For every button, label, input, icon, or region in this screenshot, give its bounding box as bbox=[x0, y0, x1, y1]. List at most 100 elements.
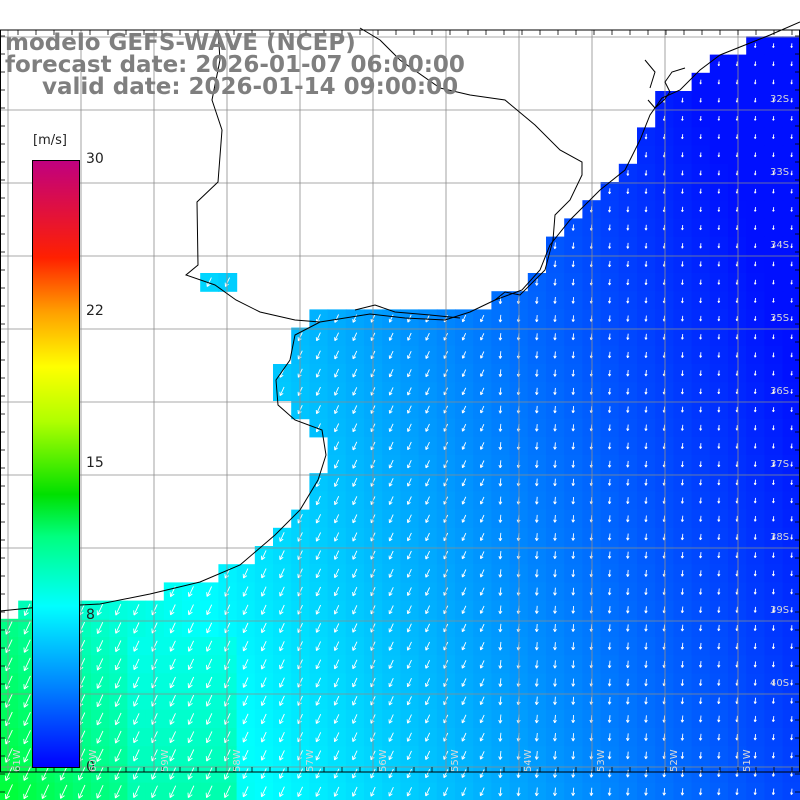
wind-arrow bbox=[534, 442, 539, 450]
wind-arrow bbox=[681, 115, 684, 121]
lat-label: 36S bbox=[770, 386, 790, 397]
wind-arrow bbox=[23, 712, 31, 726]
wind-arrow bbox=[96, 658, 104, 671]
wind-arrow bbox=[406, 714, 412, 724]
wind-arrow bbox=[680, 715, 685, 723]
wind-arrow bbox=[625, 733, 630, 742]
wind-arrow bbox=[498, 333, 503, 341]
wind-arrow bbox=[461, 569, 467, 578]
wind-arrow bbox=[461, 751, 467, 760]
valid-date: valid date: 2026-01-14 09:00:00 bbox=[42, 74, 459, 100]
wind-arrow bbox=[425, 496, 430, 505]
wind-arrow bbox=[626, 260, 630, 268]
wind-arrow bbox=[717, 497, 721, 504]
wind-arrow bbox=[406, 750, 412, 761]
wind-arrow bbox=[698, 715, 703, 723]
wind-arrow bbox=[425, 696, 431, 706]
wind-arrow bbox=[133, 713, 140, 725]
wind-arrow bbox=[279, 695, 285, 706]
wind-arrow bbox=[279, 568, 285, 579]
wind-arrow bbox=[753, 316, 757, 322]
wind-arrow bbox=[753, 679, 757, 686]
wind-arrow bbox=[279, 623, 285, 633]
wind-arrow bbox=[698, 624, 703, 632]
wind-arrow bbox=[479, 551, 485, 560]
wind-arrow bbox=[644, 388, 648, 395]
wind-arrow bbox=[535, 387, 539, 396]
wind-arrow bbox=[699, 206, 702, 212]
wind-arrow bbox=[352, 641, 358, 651]
wind-arrow bbox=[753, 752, 757, 759]
wind-arrow bbox=[571, 260, 575, 268]
colorbar-gradient bbox=[32, 160, 80, 768]
wind-arrow bbox=[461, 496, 467, 505]
wind-arrow bbox=[772, 43, 775, 48]
wind-arrow bbox=[608, 297, 612, 304]
wind-arrow bbox=[407, 369, 412, 378]
wind-arrow bbox=[772, 370, 775, 376]
wind-arrow bbox=[681, 243, 684, 249]
wind-arrow bbox=[260, 786, 267, 798]
wind-arrow bbox=[406, 605, 412, 615]
wind-arrow bbox=[279, 750, 285, 761]
wind-arrow bbox=[772, 207, 775, 212]
wind-arrow bbox=[187, 586, 194, 597]
wind-arrow bbox=[498, 660, 503, 669]
wind-arrow bbox=[59, 784, 68, 799]
wind-arrow bbox=[699, 315, 702, 322]
wind-arrow bbox=[553, 387, 557, 395]
wind-arrow bbox=[753, 116, 757, 121]
wind-arrow bbox=[644, 678, 648, 687]
wind-arrow bbox=[607, 733, 612, 742]
lat-label: 40S bbox=[770, 678, 790, 689]
wind-arrow bbox=[425, 514, 430, 523]
wind-arrow bbox=[23, 657, 31, 672]
wind-arrow bbox=[771, 552, 775, 558]
wind-arrow bbox=[699, 479, 703, 486]
wind-arrow bbox=[96, 730, 104, 744]
wind-arrow bbox=[644, 479, 648, 486]
wind-arrow bbox=[717, 170, 721, 176]
wind-arrow bbox=[334, 387, 340, 396]
wind-arrow bbox=[480, 387, 485, 396]
wind-arrow bbox=[552, 751, 557, 760]
wind-arrow bbox=[114, 712, 122, 726]
wind-arrow bbox=[425, 732, 431, 742]
wind-arrow bbox=[753, 770, 757, 777]
wind-arrow bbox=[133, 676, 140, 689]
wind-arrow bbox=[771, 661, 775, 668]
wind-arrow bbox=[607, 369, 612, 377]
wind-arrow bbox=[315, 514, 322, 524]
wind-arrow bbox=[242, 641, 249, 652]
wind-arrow bbox=[644, 624, 648, 632]
wind-arrow bbox=[187, 676, 195, 689]
colorbar-tick-8: 8 bbox=[86, 607, 95, 623]
wind-arrow bbox=[608, 188, 612, 195]
colorbar-tick-30: 30 bbox=[86, 151, 104, 167]
lon-label: 52W bbox=[669, 749, 680, 772]
wind-arrow bbox=[699, 79, 702, 85]
wind-arrow bbox=[535, 278, 539, 286]
wind-arrow bbox=[699, 352, 703, 358]
wind-arrow bbox=[279, 713, 285, 725]
wind-arrow bbox=[260, 586, 267, 597]
wind-arrow bbox=[498, 460, 503, 469]
wind-arrow bbox=[333, 586, 340, 597]
wind-arrow bbox=[461, 460, 467, 469]
wind-arrow bbox=[626, 642, 630, 650]
wind-arrow bbox=[772, 334, 775, 340]
wind-arrow bbox=[461, 678, 467, 687]
wind-arrow bbox=[753, 97, 757, 103]
wind-arrow bbox=[23, 766, 32, 781]
wind-arrow bbox=[790, 643, 794, 650]
wind-arrow bbox=[790, 316, 793, 321]
wind-arrow bbox=[406, 514, 412, 524]
wind-arrow bbox=[790, 407, 793, 413]
wind-arrow bbox=[790, 752, 794, 759]
wind-arrow bbox=[644, 297, 648, 304]
wind-arrow bbox=[352, 441, 358, 451]
wind-arrow bbox=[608, 260, 612, 268]
wind-arrow bbox=[498, 569, 503, 578]
wind-arrow bbox=[571, 478, 575, 487]
wind-arrow bbox=[169, 676, 176, 689]
